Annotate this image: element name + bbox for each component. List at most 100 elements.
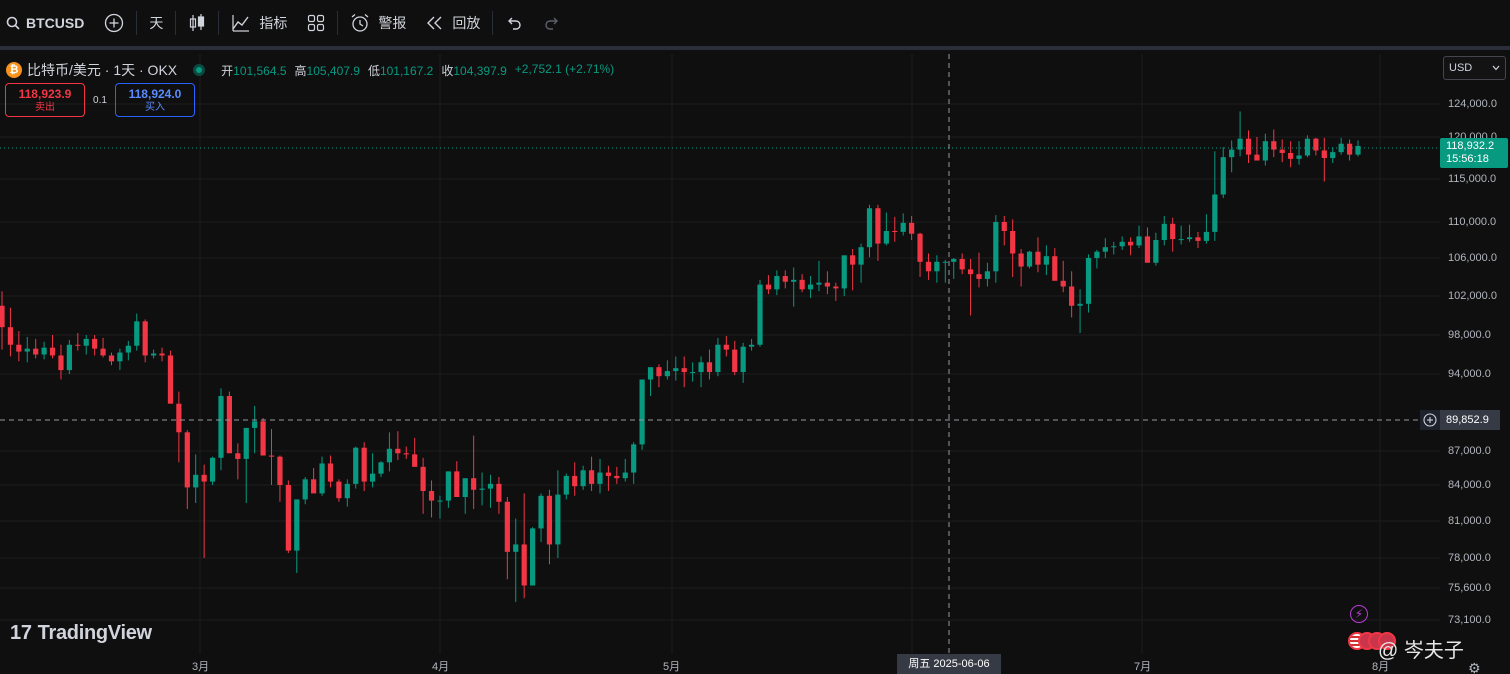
candle[interactable] <box>799 274 805 293</box>
candle[interactable] <box>176 391 182 463</box>
candle[interactable] <box>546 489 553 565</box>
candle[interactable] <box>1355 140 1361 157</box>
candle[interactable] <box>690 362 696 382</box>
candle[interactable] <box>588 456 595 491</box>
candle[interactable] <box>496 477 502 514</box>
candle[interactable] <box>732 340 738 376</box>
candle[interactable] <box>1111 241 1117 255</box>
candle[interactable] <box>513 518 519 603</box>
redo-button[interactable] <box>533 0 571 46</box>
candle[interactable] <box>791 267 797 307</box>
candle[interactable] <box>243 427 249 503</box>
candle[interactable] <box>833 282 839 301</box>
candle[interactable] <box>336 479 342 502</box>
candle[interactable] <box>201 464 207 558</box>
candle[interactable] <box>748 338 755 351</box>
indicators-button[interactable]: 指标 <box>221 0 297 46</box>
candle[interactable] <box>1102 238 1108 258</box>
candle[interactable] <box>1018 249 1024 287</box>
candle[interactable] <box>807 276 814 298</box>
candle[interactable] <box>1161 215 1167 246</box>
candle[interactable] <box>757 279 763 347</box>
candle[interactable] <box>1220 147 1226 198</box>
candle[interactable] <box>260 418 266 456</box>
candle[interactable] <box>521 493 527 599</box>
candle[interactable] <box>159 347 165 362</box>
candle[interactable] <box>1330 147 1336 164</box>
candle[interactable] <box>33 338 39 359</box>
candle[interactable] <box>1060 260 1066 293</box>
candle[interactable] <box>1085 254 1092 313</box>
candle[interactable] <box>1237 111 1243 157</box>
candle[interactable] <box>277 455 283 502</box>
candle[interactable] <box>555 470 561 558</box>
candle[interactable] <box>824 271 830 295</box>
candle[interactable] <box>976 252 982 288</box>
tradingview-logo[interactable]: 17 TradingView <box>10 622 152 645</box>
candle[interactable] <box>1296 141 1302 165</box>
candle[interactable] <box>462 478 468 514</box>
undo-button[interactable] <box>495 0 533 46</box>
candle[interactable] <box>967 258 974 316</box>
candle[interactable] <box>142 319 148 363</box>
chart-pane[interactable] <box>0 54 1440 654</box>
candle[interactable] <box>1304 135 1311 158</box>
candle[interactable] <box>866 204 873 258</box>
candle[interactable] <box>664 360 670 380</box>
candle[interactable] <box>1010 219 1016 277</box>
candle[interactable] <box>1262 133 1268 166</box>
candle[interactable] <box>184 430 190 509</box>
candle[interactable] <box>984 262 991 287</box>
candle[interactable] <box>951 258 957 279</box>
candle[interactable] <box>1052 248 1058 281</box>
candle[interactable] <box>1035 237 1041 273</box>
candle[interactable] <box>24 336 30 363</box>
buy-button[interactable]: 118,924.0 买入 <box>115 83 195 117</box>
candle[interactable] <box>1346 139 1353 161</box>
candle[interactable] <box>479 472 485 506</box>
candle[interactable] <box>252 405 258 454</box>
candle[interactable] <box>1127 237 1134 256</box>
candle[interactable] <box>639 379 645 450</box>
candle[interactable] <box>597 458 603 494</box>
add-alert-button[interactable] <box>1420 410 1440 430</box>
candle[interactable] <box>1144 227 1151 263</box>
candle[interactable] <box>614 466 620 484</box>
lightning-icon[interactable]: ⚡ <box>1350 605 1368 623</box>
candle[interactable] <box>1313 137 1319 156</box>
candle[interactable] <box>563 473 569 500</box>
market-status-icon[interactable] <box>193 64 206 76</box>
compare-button[interactable] <box>94 0 134 46</box>
candle[interactable] <box>369 453 376 488</box>
layouts-button[interactable] <box>297 0 335 46</box>
candle[interactable] <box>454 461 460 497</box>
legend-title[interactable]: 比特币/美元 · 1天 · OKX <box>27 62 178 78</box>
candle[interactable] <box>125 340 131 361</box>
candle[interactable] <box>1288 141 1294 168</box>
candle[interactable] <box>49 335 56 359</box>
candle[interactable] <box>445 471 451 508</box>
candle[interactable] <box>1203 214 1209 244</box>
candle[interactable] <box>656 364 662 388</box>
candle[interactable] <box>7 307 14 357</box>
candlestick-chart[interactable] <box>0 54 1440 654</box>
candle[interactable] <box>530 527 536 586</box>
candle[interactable] <box>437 495 443 519</box>
candle[interactable] <box>715 337 721 377</box>
candle[interactable] <box>311 468 317 494</box>
candle[interactable] <box>235 443 241 480</box>
candle[interactable] <box>327 455 334 488</box>
candle[interactable] <box>1077 289 1083 334</box>
gear-icon[interactable]: ⚙ <box>1468 660 1481 674</box>
candle[interactable] <box>892 216 898 242</box>
candle[interactable] <box>841 255 847 296</box>
candle[interactable] <box>765 275 772 295</box>
candle[interactable] <box>167 350 174 404</box>
alert-button[interactable]: 警报 <box>340 0 416 46</box>
candle[interactable] <box>100 337 106 358</box>
candle[interactable] <box>41 341 47 360</box>
candle[interactable] <box>1271 129 1277 158</box>
candle[interactable] <box>1178 225 1184 245</box>
candle[interactable] <box>83 335 89 355</box>
candle[interactable] <box>1212 151 1218 241</box>
